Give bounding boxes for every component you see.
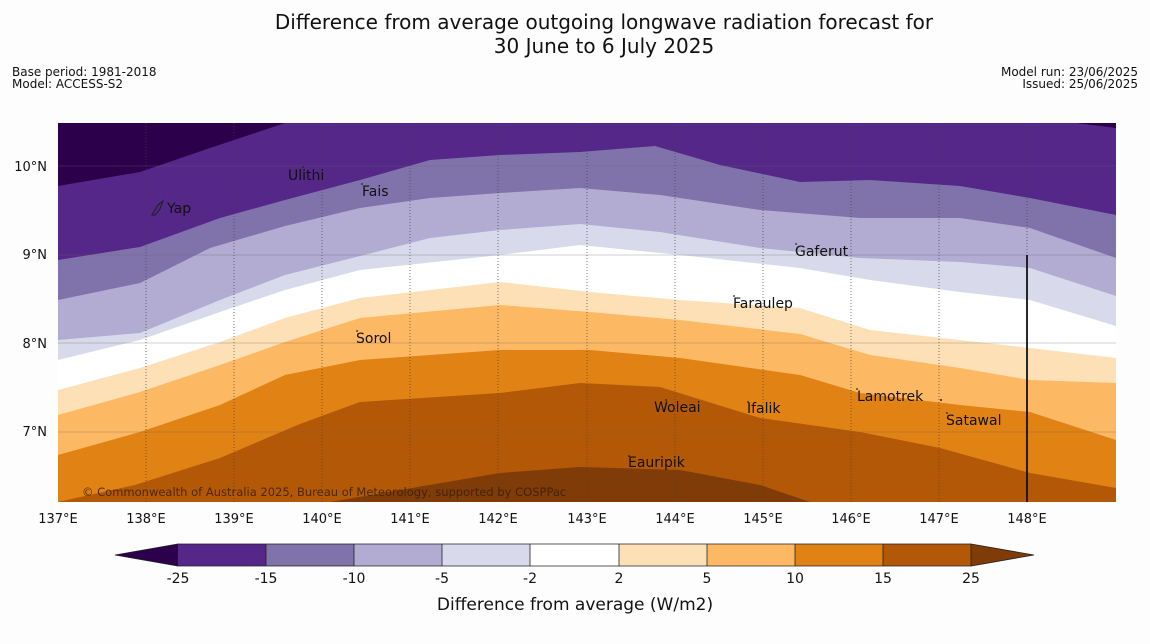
model-text: Model: ACCESS-S2 (12, 77, 124, 91)
lamotrek-east-islet-icon (940, 399, 942, 401)
lat-label-7n: 7°N (23, 425, 48, 440)
colorbar: -25 -15 -10 -5 -2 2 5 10 15 25 Differenc… (114, 543, 1035, 615)
gaferut-island-icon (795, 243, 797, 245)
place-label-ifalik: Ifalik (747, 401, 781, 417)
colorbar-tick-neg5: -5 (435, 571, 449, 587)
lon-label-138e: 138°E (126, 512, 166, 527)
place-label-woleai: Woleai (654, 400, 701, 416)
colorbar-tick-neg15: -15 (255, 571, 278, 587)
colorbar-segment-1 (178, 544, 266, 566)
colorbar-extend-high (970, 543, 1035, 567)
base-period-text: Base period: 1981-2018 (12, 65, 157, 79)
colorbar-tick-2: 2 (615, 571, 624, 587)
band-neg25-neg15 (58, 123, 1116, 260)
lon-label-142e: 142°E (478, 512, 518, 527)
colorbar-tick-5: 5 (703, 571, 712, 587)
metadata-left: Base period: 1981-2018 Model: ACCESS-S2 (12, 66, 157, 90)
colorbar-tick-10: 10 (786, 571, 804, 587)
yap-island-icon (150, 199, 165, 216)
colorbar-tick-neg10: -10 (343, 571, 366, 587)
title-line-2: 30 June to 6 July 2025 (493, 34, 715, 58)
model-run-text: Model run: 23/06/2025 (1000, 65, 1138, 79)
issued-text: Issued: 25/06/2025 (1022, 77, 1138, 91)
colorbar-tick-neg2: -2 (523, 571, 537, 587)
place-label-ulithi: Ulithi (288, 168, 324, 184)
colorbar-tick-15: 15 (874, 571, 892, 587)
lon-label-143e: 143°E (567, 512, 607, 527)
band-lt-neg25 (58, 123, 1116, 186)
lat-label-8n: 8°N (23, 337, 48, 352)
ulithi-island-icon (302, 166, 304, 168)
lon-label-141e: 141°E (390, 512, 430, 527)
faraulep-island-icon (733, 295, 735, 297)
chart-title: Difference from average outgoing longwav… (0, 10, 1150, 58)
lon-label-147e: 147°E (919, 512, 959, 527)
woleai-island-icon (665, 399, 667, 401)
place-label-gaferut: Gaferut (795, 244, 849, 260)
colorbar-segment-9 (883, 544, 971, 566)
colorbar-segment-8 (795, 544, 883, 566)
place-label-satawal: Satawal (946, 413, 1001, 429)
place-labels: Yap Ulithi Fais Gaferut Faraulep Sorol L… (166, 168, 1001, 471)
ifalik-island-icon (747, 401, 749, 403)
colorbar-tick-neg25: -25 (167, 571, 190, 587)
colorbar-segment-4 (442, 544, 530, 566)
colorbar-extend-low (114, 543, 179, 567)
sorol-island-icon (356, 330, 358, 332)
place-label-lamotrek: Lamotrek (857, 389, 924, 405)
lat-label-10n: 10°N (14, 160, 47, 175)
satawal-island-icon (946, 412, 948, 414)
lat-label-9n: 9°N (23, 248, 48, 263)
fais-island-icon (361, 183, 363, 185)
latitude-labels: 10°N 9°N 8°N 7°N (14, 160, 47, 440)
colorbar-segment-3 (354, 544, 442, 566)
longitude-labels: 137°E 138°E 139°E 140°E 141°E 142°E 143°… (38, 512, 1047, 527)
lon-label-137e: 137°E (38, 512, 78, 527)
graticule (58, 123, 1116, 502)
place-label-sorol: Sorol (356, 331, 391, 347)
colorbar-tick-25: 25 (962, 571, 980, 587)
place-label-yap: Yap (166, 201, 191, 217)
lon-label-146e: 146°E (831, 512, 871, 527)
eauripik-island-icon (628, 455, 630, 457)
colorbar-segment-2 (266, 544, 354, 566)
place-label-faraulep: Faraulep (733, 296, 793, 312)
metadata-right: Model run: 23/06/2025 Issued: 25/06/2025 (1001, 66, 1138, 90)
title-line-1: Difference from average outgoing longwav… (274, 10, 934, 34)
colorbar-segment-5 (530, 544, 619, 566)
colorbar-segment-6 (619, 544, 707, 566)
lon-label-145e: 145°E (743, 512, 783, 527)
lon-label-144e: 144°E (655, 512, 695, 527)
colorbar-segment-7 (707, 544, 795, 566)
island-markers (150, 166, 948, 457)
lamotrek-island-icon (856, 388, 858, 390)
lon-label-140e: 140°E (302, 512, 342, 527)
place-label-eauripik: Eauripik (628, 455, 686, 471)
lon-label-148e: 148°E (1007, 512, 1047, 527)
copyright-text: © Commonwealth of Australia 2025, Bureau… (82, 485, 566, 499)
lon-label-139e: 139°E (214, 512, 254, 527)
colorbar-label: Difference from average (W/m2) (437, 595, 713, 615)
place-label-fais: Fais (362, 184, 389, 200)
